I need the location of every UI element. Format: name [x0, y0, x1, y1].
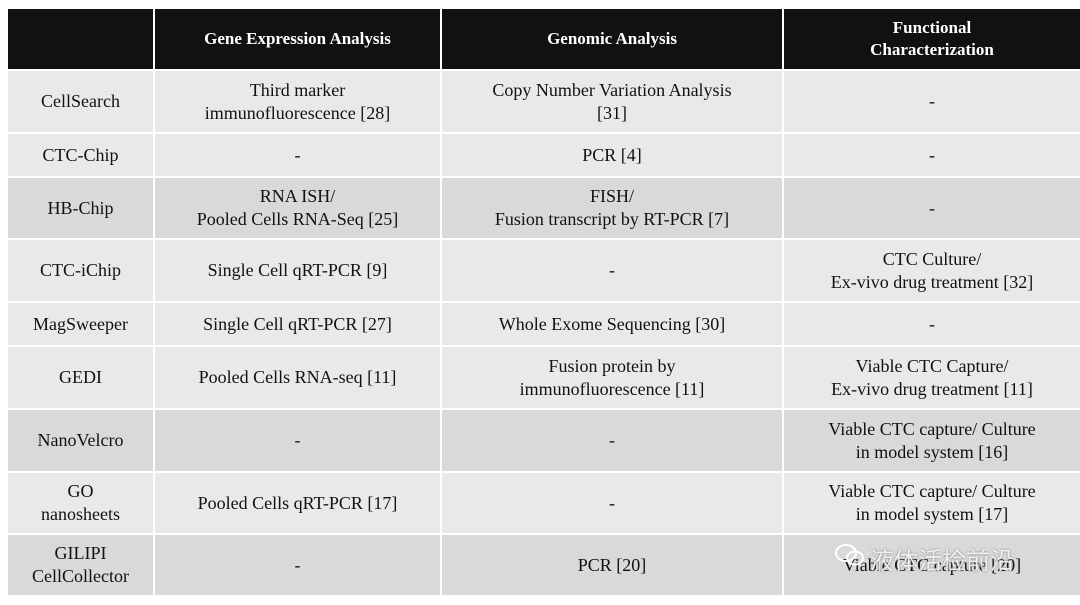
table-cell: - [784, 178, 1080, 238]
table-cell: - [155, 410, 440, 471]
table-cell: Copy Number Variation Analysis [31] [442, 71, 782, 132]
row-label: CTC-iChip [8, 240, 153, 301]
watermark-icon [835, 544, 864, 566]
table-cell: Third marker immunofluorescence [28] [155, 71, 440, 132]
table-row: CTC-Chip - PCR [4] - [8, 134, 1080, 176]
table-cell: - [155, 535, 440, 595]
table-cell: CTC Culture/ Ex-vivo drug treatment [32] [784, 240, 1080, 301]
row-label: CellSearch [8, 71, 153, 132]
table-row: CTC-iChip Single Cell qRT-PCR [9] - CTC Cul… [8, 240, 1080, 301]
table-cell: Viable CTC capture/ Culture in model sys… [784, 410, 1080, 471]
table-cell: Single Cell qRT-PCR [27] [155, 303, 440, 345]
table-cell: Viable CTC Capture/ Ex-vivo drug treatme… [784, 347, 1080, 408]
table-row: NanoVelcro - - Viable CTC capture/ Culture … [8, 410, 1080, 471]
table-cell: - [155, 134, 440, 176]
header-cell: Functional Characterization [784, 9, 1080, 69]
table-row: GILIPI CellCollector - PCR [20] Viable CTC … [8, 535, 1080, 595]
table-cell: PCR [4] [442, 134, 782, 176]
table-cell: Viable CTC capture/ Culture in model sys… [784, 473, 1080, 533]
table-row: GO nanosheets Pooled Cells qRT-PCR [17] - V… [8, 473, 1080, 533]
table-row: MagSweeper Single Cell qRT-PCR [27] Whole … [8, 303, 1080, 345]
table-row: CellSearch Third marker immunofluorescenc… [8, 71, 1080, 132]
table-cell: Viable CTC capture [20] [784, 535, 1080, 595]
header-cell: Genomic Analysis [442, 9, 782, 69]
table-row: GEDI Pooled Cells RNA-seq [11] Fusion prot… [8, 347, 1080, 408]
row-label: GO nanosheets [8, 473, 153, 533]
header-row: Gene Expression Analysis Genomic Analysis… [8, 9, 1080, 69]
comparison-table: Gene Expression Analysis Genomic Analysis… [6, 7, 1080, 597]
header-cell: Gene Expression Analysis [155, 9, 440, 69]
row-label: NanoVelcro [8, 410, 153, 471]
row-label: GILIPI CellCollector [8, 535, 153, 595]
table-cell: Whole Exome Sequencing [30] [442, 303, 782, 345]
table-cell: - [784, 303, 1080, 345]
table-cell: - [442, 410, 782, 471]
table-cell: - [442, 473, 782, 533]
watermark: 液体活检前沿 [870, 547, 1014, 575]
header-cell [8, 9, 153, 69]
row-label: GEDI [8, 347, 153, 408]
table-cell: PCR [20] [442, 535, 782, 595]
table-row: HB-Chip RNA ISH/ Pooled Cells RNA-Seq [25… [8, 178, 1080, 238]
row-label: MagSweeper [8, 303, 153, 345]
table-cell: Fusion protein by immunofluorescence [11… [442, 347, 782, 408]
table-cell: - [442, 240, 782, 301]
table-cell: Pooled Cells RNA-seq [11] [155, 347, 440, 408]
row-label: CTC-Chip [8, 134, 153, 176]
table-cell: RNA ISH/ Pooled Cells RNA-Seq [25] [155, 178, 440, 238]
table-cell: Single Cell qRT-PCR [9] [155, 240, 440, 301]
table-cell: - [784, 71, 1080, 132]
table-body: CellSearch Third marker immunofluorescenc… [8, 71, 1080, 595]
table-cell: FISH/ Fusion transcript by RT-PCR [7] [442, 178, 782, 238]
table-cell: Pooled Cells qRT-PCR [17] [155, 473, 440, 533]
row-label: HB-Chip [8, 178, 153, 238]
table-cell: - [784, 134, 1080, 176]
